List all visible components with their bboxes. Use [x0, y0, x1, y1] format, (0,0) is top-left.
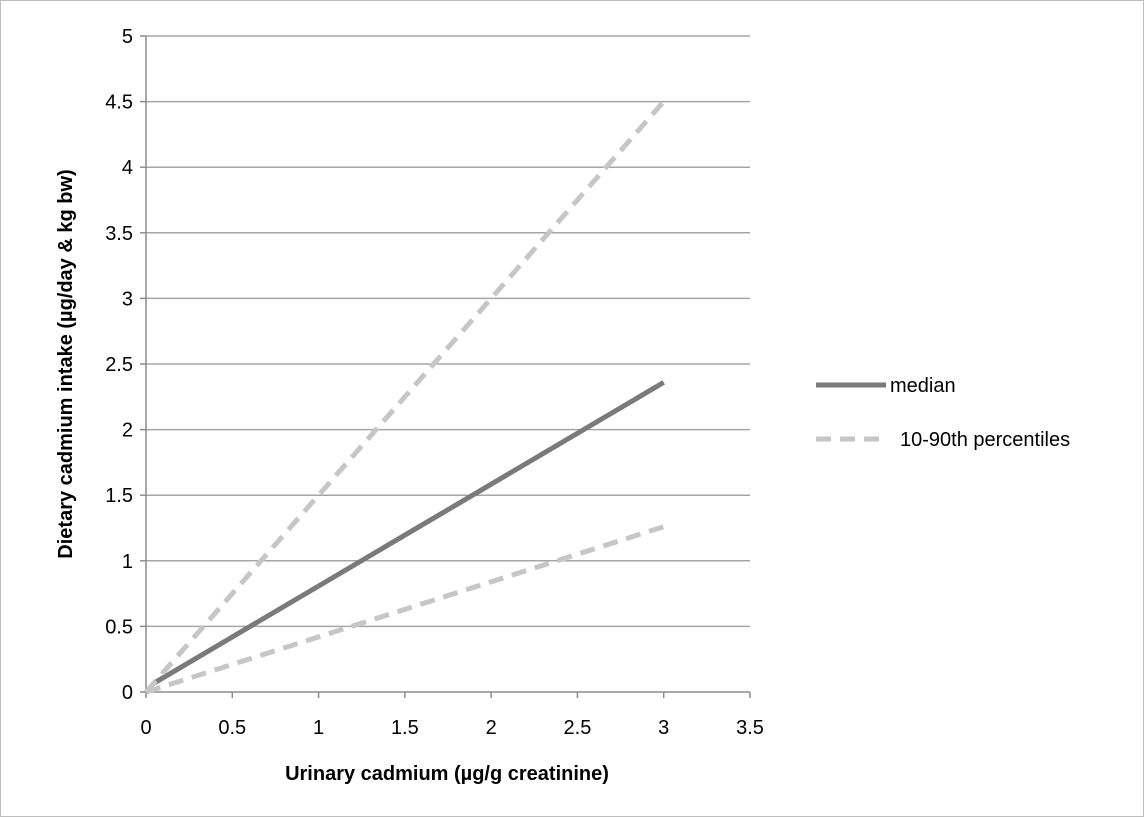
x-tick-labels: 0 0.5 1 1.5 2 2.5 3 3.5 — [140, 717, 763, 739]
y-tick-label-0: 0 — [122, 682, 133, 704]
x-tick-label-2: 1 — [313, 717, 324, 739]
x-tick-label-0: 0 — [140, 717, 151, 739]
x-tick-label-4: 2 — [486, 717, 497, 739]
y-tick-label-7: 3.5 — [105, 223, 133, 245]
x-tick-label-5: 2.5 — [564, 717, 592, 739]
series-line-1 — [144, 99, 666, 694]
y-tick-label-8: 4 — [122, 157, 133, 179]
y-tick-labels: 0 0.5 1 1.5 2 2.5 3 3.5 4 4.5 5 — [105, 26, 133, 704]
legend: median 10-90th percentiles — [816, 375, 1070, 451]
x-tick-label-3: 1.5 — [391, 717, 419, 739]
gridlines — [146, 35, 750, 628]
y-tick-label-10: 5 — [122, 26, 133, 48]
legend-label-1: 10-90th percentiles — [900, 429, 1070, 451]
y-tick-label-1: 0.5 — [105, 616, 133, 638]
axes — [140, 35, 751, 698]
series-line-2 — [145, 524, 665, 695]
series-line-0 — [153, 380, 665, 685]
x-tick-label-7: 3.5 — [736, 717, 764, 739]
legend-label-0: median — [890, 375, 956, 397]
y-tick-label-2: 1 — [122, 551, 133, 573]
x-tick-label-1: 0.5 — [218, 717, 246, 739]
y-tick-label-6: 3 — [122, 288, 133, 310]
y-axis-title: Dietary cadmium intake (µg/day & kg bw) — [55, 169, 77, 558]
y-tick-label-4: 2 — [122, 420, 133, 442]
x-axis-title: Urinary cadmium (µg/g creatinine) — [285, 763, 609, 785]
y-tick-label-9: 4.5 — [105, 92, 133, 114]
x-tick-label-6: 3 — [658, 717, 669, 739]
y-tick-label-3: 1.5 — [105, 485, 133, 507]
y-tick-label-5: 2.5 — [105, 354, 133, 376]
series-lines — [144, 99, 666, 695]
